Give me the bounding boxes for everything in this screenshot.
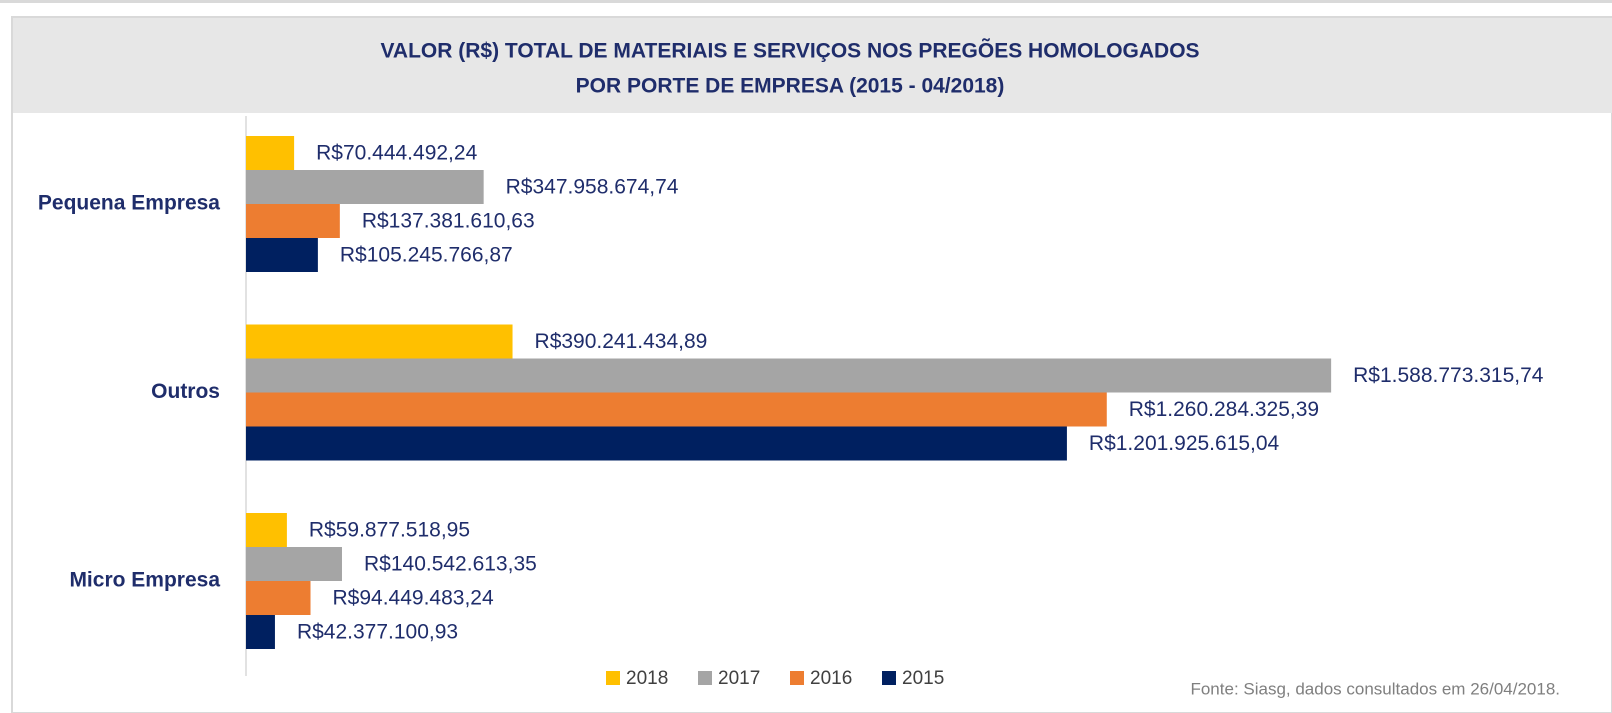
value-label: R$59.877.518,95 <box>309 519 470 542</box>
title-band <box>13 18 1612 113</box>
category-label: Pequena Empresa <box>38 192 220 215</box>
chart-title: VALOR (R$) TOTAL DE MATERIAIS E SERVIÇOS… <box>380 39 1199 63</box>
source-note: Fonte: Siasg, dados consultados em 26/04… <box>1190 679 1560 698</box>
category-label: Micro Empresa <box>69 569 220 592</box>
legend-label: 2018 <box>626 668 668 689</box>
value-label: R$42.377.100,93 <box>297 621 458 644</box>
value-label: R$390.241.434,89 <box>535 330 708 353</box>
value-label: R$137.381.610,63 <box>362 210 535 233</box>
category-label: Outros <box>151 380 220 403</box>
bar <box>246 513 287 547</box>
value-label: R$347.958.674,74 <box>506 176 679 199</box>
top-border <box>0 0 1612 3</box>
bar <box>246 204 340 238</box>
value-label: R$140.542.613,35 <box>364 553 537 576</box>
legend-swatch <box>698 671 712 685</box>
chart-subtitle: POR PORTE DE EMPRESA (2015 - 04/2018) <box>576 75 1005 98</box>
legend-swatch <box>606 671 620 685</box>
bar <box>246 581 311 615</box>
legend-label: 2015 <box>902 668 944 689</box>
value-label: R$105.245.766,87 <box>340 244 513 267</box>
bar <box>246 615 275 649</box>
legend-label: 2017 <box>718 668 760 689</box>
bar <box>246 238 318 272</box>
value-label: R$1.260.284.325,39 <box>1129 398 1319 421</box>
value-label: R$94.449.483,24 <box>333 587 494 610</box>
value-label: R$70.444.492,24 <box>316 142 477 165</box>
bar <box>246 426 1067 461</box>
bar <box>246 358 1332 393</box>
legend-swatch <box>882 671 896 685</box>
legend-label: 2016 <box>810 668 852 689</box>
bar <box>246 324 513 359</box>
bar <box>246 547 342 581</box>
value-label: R$1.588.773.315,74 <box>1353 364 1544 387</box>
bar <box>246 136 295 170</box>
bar <box>246 392 1107 427</box>
value-label: R$1.201.925.615,04 <box>1089 432 1280 455</box>
legend-swatch <box>790 671 804 685</box>
bar <box>246 170 484 204</box>
